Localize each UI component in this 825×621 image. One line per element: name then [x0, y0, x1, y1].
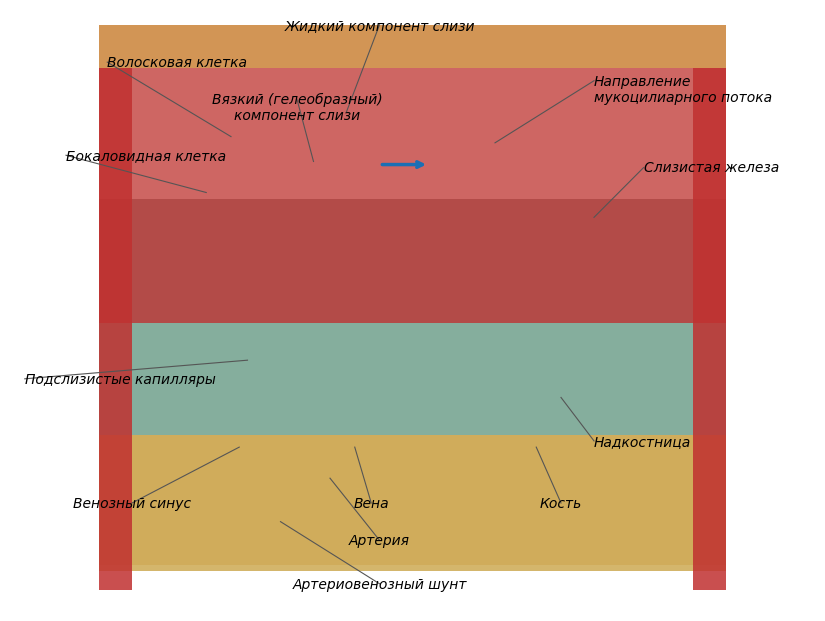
Bar [99, 199, 726, 323]
Bar [99, 25, 726, 68]
Text: Вена: Вена [353, 497, 389, 511]
Bar [99, 25, 726, 199]
Text: Подслизистые капилляры: Подслизистые капилляры [25, 373, 215, 387]
Text: Артериовенозный шунт: Артериовенозный шунт [292, 578, 467, 592]
Text: Бокаловидная клетка: Бокаловидная клетка [66, 149, 226, 163]
Text: Надкостница: Надкостница [594, 435, 691, 449]
Bar [99, 435, 726, 571]
Text: Кость: Кость [540, 497, 582, 511]
Text: Жидкий компонент слизи: Жидкий компонент слизи [285, 19, 474, 33]
Text: Слизистая железа: Слизистая железа [644, 161, 779, 176]
Text: Артерия: Артерия [349, 534, 410, 548]
Bar [99, 68, 132, 590]
Bar [693, 68, 726, 590]
Text: Вязкий (гелеобразный)
компонент слизи: Вязкий (гелеобразный) компонент слизи [212, 93, 382, 124]
Text: Волосковая клетка: Волосковая клетка [107, 56, 248, 70]
Text: Направление
мукоцилиарного потока: Направление мукоцилиарного потока [594, 75, 772, 105]
Bar [99, 25, 726, 565]
Text: Венозный синус: Венозный синус [73, 497, 191, 511]
Bar [99, 323, 726, 435]
